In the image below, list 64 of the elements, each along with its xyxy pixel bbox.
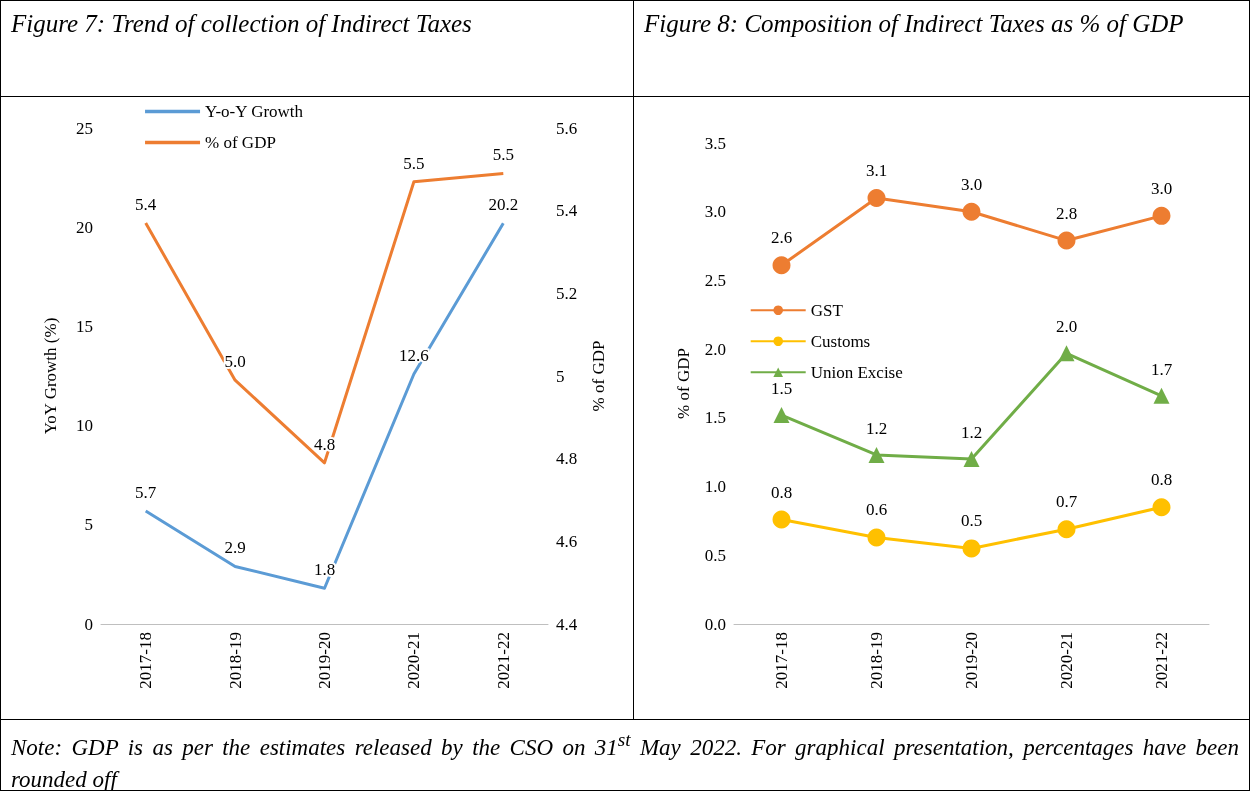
data-label: 0.8 (1150, 470, 1173, 490)
data-label: 5.5 (492, 145, 514, 165)
data-label: 2.0 (1055, 317, 1078, 337)
y2-tick-label: 5 (556, 366, 565, 386)
legend-label: Union Excise (810, 362, 903, 382)
data-label: 2.9 (224, 538, 246, 558)
y-tick-label: 0 (84, 614, 93, 634)
y-tick-label: 3.5 (704, 133, 726, 153)
data-label: 3.1 (865, 160, 888, 180)
y-tick-label: 5 (84, 515, 93, 535)
chart-title: Figure 7: Trend of collection of Indirect Taxes (1, 1, 633, 97)
x-tick-label: 2018-19 (867, 632, 886, 689)
text: Note: GDP is as per the estimates released by the CSO on 31$^{st}$ May 2022. For graphical presentation, percentages have been rounded off (11, 729, 1239, 791)
y-axis-title: % of GDP (674, 348, 693, 419)
data-label: 2.6 (770, 228, 793, 248)
y-tick-label: 15 (76, 316, 93, 336)
y-tick-label: 25 (76, 118, 93, 138)
y-tick-label: 10 (76, 416, 93, 436)
y-tick-label: 2.5 (704, 270, 726, 290)
data-label: 1.2 (960, 423, 983, 443)
x-tick-label: 2017-18 (772, 632, 791, 689)
data-label: 5.0 (224, 352, 246, 372)
y-tick-label: 20 (76, 217, 93, 237)
data-label: 5.5 (403, 153, 425, 173)
chart-title: Figure 8: Composition of Indirect Taxes as % of GDP (634, 1, 1249, 97)
y2-tick-label: 4.8 (556, 449, 578, 469)
y2-tick-label: 5.2 (556, 283, 578, 303)
x-tick-label: 2019-20 (315, 632, 334, 689)
legend-label: Customs (810, 331, 871, 351)
data-label: 3.0 (960, 174, 983, 194)
legend-label: Y-o-Y Growth (205, 102, 304, 121)
legend-label: % of GDP (205, 133, 276, 152)
y-axis-title: YoY Growth (%) (41, 317, 60, 435)
data-label: 20.2 (488, 195, 519, 215)
y2-tick-label: 5.6 (556, 118, 578, 138)
data-label: 3.0 (1150, 178, 1173, 198)
data-label: 0.5 (960, 511, 983, 531)
y-tick-label: 3.0 (704, 202, 726, 222)
data-label: 1.2 (865, 418, 888, 438)
x-tick-label: 2017-18 (136, 632, 156, 689)
y-tick-label: 1.5 (704, 408, 726, 428)
y-tick-label: 1.0 (704, 477, 726, 497)
data-label: 1.7 (1150, 359, 1173, 379)
y2-axis-title: % of GDP (589, 340, 608, 412)
data-label: 2.8 (1055, 203, 1078, 223)
data-label: 5.4 (135, 195, 157, 215)
data-label: 0.8 (770, 482, 793, 502)
data-label: 0.7 (1055, 492, 1078, 512)
data-label: 0.6 (865, 500, 888, 520)
x-tick-label: 2018-19 (225, 632, 245, 689)
y2-tick-label: 4.6 (556, 531, 578, 551)
y2-tick-label: 4.4 (556, 614, 578, 634)
legend-label: GST (810, 300, 844, 320)
data-label: 1.5 (770, 379, 793, 399)
x-tick-label: 2021-22 (1152, 632, 1171, 689)
y2-tick-label: 5.4 (556, 201, 578, 221)
x-tick-label: 2020-21 (404, 632, 424, 689)
x-tick-label: 2021-22 (493, 632, 513, 689)
x-tick-label: 2020-21 (1057, 632, 1076, 689)
x-tick-label: 2019-20 (962, 632, 981, 689)
data-label: 5.7 (135, 482, 157, 502)
y-tick-label: 2.0 (704, 339, 726, 359)
y-tick-label: 0.0 (704, 614, 726, 634)
y-tick-label: 0.5 (704, 545, 726, 565)
